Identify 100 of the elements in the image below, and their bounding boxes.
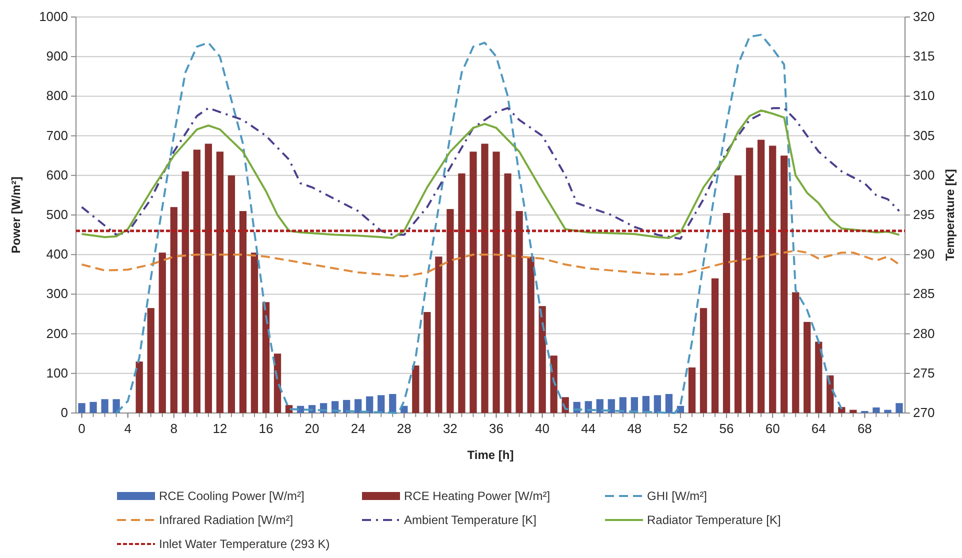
bar bbox=[170, 207, 178, 413]
y-tick-label: 500 bbox=[46, 207, 68, 222]
y2-tick-label: 315 bbox=[913, 48, 935, 64]
y2-tick-label: 290 bbox=[913, 246, 935, 262]
bar bbox=[470, 152, 477, 413]
bar bbox=[722, 213, 730, 413]
line-series bbox=[115, 34, 843, 414]
bar bbox=[504, 173, 512, 413]
bar bbox=[527, 256, 534, 413]
bar bbox=[769, 146, 776, 413]
bar bbox=[424, 312, 431, 413]
x-axis-title: Time [h] bbox=[467, 448, 514, 462]
bar bbox=[204, 144, 212, 413]
y2-tick-label: 300 bbox=[913, 167, 935, 182]
x-tick-label: 56 bbox=[719, 421, 734, 436]
legend-label: GHI [W/m²] bbox=[647, 489, 707, 503]
bar bbox=[228, 175, 236, 413]
bar bbox=[608, 399, 615, 413]
legend-label: RCE Heating Power [W/m²] bbox=[404, 489, 550, 503]
bar bbox=[538, 306, 546, 413]
y-tick-label: 300 bbox=[46, 286, 68, 302]
x-tick-label: 64 bbox=[811, 421, 826, 436]
bar bbox=[458, 173, 466, 413]
x-tick-label: 40 bbox=[535, 421, 550, 436]
x-tick-label: 8 bbox=[170, 421, 178, 436]
y2-tick-label: 305 bbox=[913, 128, 935, 143]
bar bbox=[884, 410, 892, 413]
bar bbox=[665, 394, 673, 413]
y-tick-label: 700 bbox=[46, 128, 68, 143]
bar bbox=[435, 256, 442, 413]
y-tick-label: 100 bbox=[46, 365, 68, 380]
bar bbox=[481, 144, 488, 413]
bar bbox=[676, 406, 684, 413]
bar bbox=[389, 394, 396, 413]
bar bbox=[147, 308, 154, 413]
y-tick-label: 200 bbox=[46, 326, 68, 341]
y-tick-label: 800 bbox=[46, 88, 68, 104]
bar bbox=[896, 403, 903, 413]
bar bbox=[193, 150, 200, 413]
bar bbox=[412, 365, 420, 413]
y2-tick-label: 310 bbox=[913, 88, 935, 104]
x-tick-label: 36 bbox=[489, 421, 504, 436]
bar bbox=[366, 396, 374, 413]
legend-label: RCE Cooling Power [W/m²] bbox=[159, 489, 304, 503]
x-tick-label: 16 bbox=[258, 421, 274, 436]
bar bbox=[90, 402, 97, 413]
bar bbox=[136, 362, 143, 413]
y-axis-title: Power [W/m²] bbox=[9, 176, 23, 254]
x-tick-label: 48 bbox=[627, 421, 642, 436]
bar bbox=[101, 399, 108, 413]
y-tick-label: 900 bbox=[46, 48, 68, 64]
x-tick-label: 20 bbox=[304, 421, 320, 436]
bar bbox=[239, 211, 247, 413]
bar bbox=[158, 252, 166, 413]
bar bbox=[758, 140, 765, 413]
bar bbox=[516, 211, 523, 413]
x-tick-label: 4 bbox=[124, 421, 132, 436]
bar bbox=[804, 322, 811, 413]
x-tick-label: 44 bbox=[581, 421, 596, 436]
x-tick-label: 0 bbox=[78, 421, 86, 436]
bar bbox=[596, 399, 604, 413]
bar bbox=[262, 302, 270, 413]
bar bbox=[378, 395, 385, 413]
x-tick-label: 52 bbox=[673, 421, 688, 436]
bar bbox=[492, 152, 500, 413]
bar bbox=[780, 156, 788, 413]
bar bbox=[78, 403, 86, 413]
bar bbox=[216, 152, 224, 413]
bar bbox=[711, 278, 719, 413]
y2-axis-title: Temperature [K] bbox=[943, 169, 957, 261]
y2-tick-label: 280 bbox=[913, 326, 935, 341]
bar bbox=[688, 367, 696, 413]
bar bbox=[850, 410, 857, 413]
x-tick-label: 60 bbox=[765, 421, 780, 436]
bar bbox=[746, 148, 754, 413]
bar bbox=[734, 175, 742, 413]
bar bbox=[619, 397, 626, 413]
x-tick-label: 24 bbox=[350, 421, 366, 436]
bar bbox=[446, 209, 454, 413]
legend-label: Inlet Water Temperature (293 K) bbox=[159, 537, 330, 551]
bar bbox=[700, 308, 708, 413]
y-tick-label: 0 bbox=[60, 405, 68, 420]
bar bbox=[654, 395, 662, 413]
legend-label: Ambient Temperature [K] bbox=[404, 513, 537, 527]
y2-tick-label: 320 bbox=[913, 9, 935, 24]
y2-tick-label: 270 bbox=[913, 405, 935, 420]
legend-label: Infrared Radiation [W/m²] bbox=[159, 513, 294, 527]
y-tick-label: 400 bbox=[46, 246, 68, 262]
legend-label: Radiator Temperature [K] bbox=[647, 513, 781, 527]
x-tick-label: 68 bbox=[857, 421, 872, 436]
bar bbox=[872, 407, 880, 413]
y2-tick-label: 295 bbox=[913, 207, 935, 222]
bar bbox=[354, 399, 362, 413]
x-tick-label: 28 bbox=[396, 421, 412, 436]
x-tick-label: 32 bbox=[442, 421, 458, 436]
bar bbox=[250, 252, 258, 413]
x-tick-label: 12 bbox=[212, 421, 228, 436]
bar bbox=[792, 292, 800, 413]
line-series bbox=[80, 250, 900, 278]
bar bbox=[550, 356, 558, 413]
